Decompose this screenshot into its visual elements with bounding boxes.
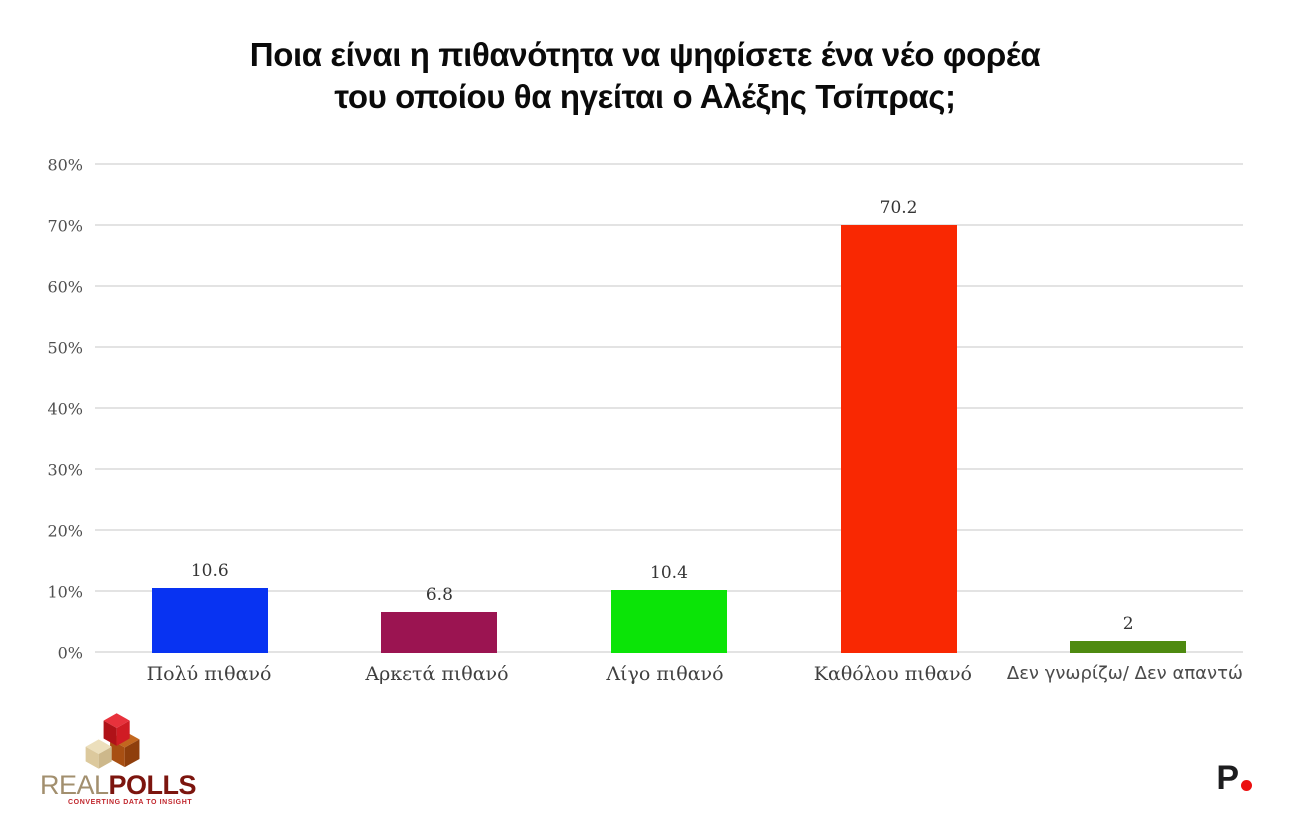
y-axis-tick-label: 50% — [47, 338, 83, 358]
realpolls-word-polls: POLLS — [108, 770, 197, 800]
bar-slot-poly-pithano: 10.6 — [95, 165, 325, 653]
realpolls-word-real: REAL — [40, 770, 109, 800]
gridline — [95, 224, 1243, 226]
category-label-ligo-pithano: Λίγο πιθανό — [606, 663, 724, 685]
p-dot-logo: P — [1216, 759, 1252, 797]
bars-row: 10.6 6.8 10.4 70.2 2 — [95, 165, 1243, 653]
category-label-katholou-pithano: Καθόλου πιθανό — [813, 663, 972, 685]
gridline — [95, 163, 1243, 165]
category-label-poly-pithano: Πολύ πιθανό — [146, 663, 272, 685]
bar-katholou-pithano: 70.2 — [840, 198, 957, 653]
realpolls-logo: REALPOLLS CONVERTING DATA TO INSIGHT — [40, 710, 197, 806]
bar-slot-arketa-pithano: 6.8 — [325, 165, 555, 653]
bar-arketa-pithano: 6.8 — [381, 585, 498, 653]
y-axis-tick-label: 70% — [47, 216, 83, 236]
bar-poly-pithano: 10.6 — [151, 561, 268, 653]
y-axis-tick-label: 60% — [47, 277, 83, 297]
bar-den-gnorizo: 2 — [1070, 614, 1187, 653]
bar-value-label: 10.4 — [650, 562, 688, 583]
y-axis-tick-label: 10% — [47, 582, 83, 602]
x-axis-category-labels: Πολύ πιθανό Αρκετά πιθανό Λίγο πιθανό Κα… — [95, 663, 1243, 685]
chart-title: Ποια είναι η πιθανότητα να ψηφίσετε ένα … — [0, 34, 1290, 118]
category-label-arketa-pithano: Αρκετά πιθανό — [365, 663, 509, 685]
realpolls-wordmark: REALPOLLS — [40, 770, 197, 800]
bar-value-label: 6.8 — [425, 584, 453, 605]
gridline — [95, 285, 1243, 287]
category-label-den-gnorizo: Δεν γνωρίζω/ Δεν απαντώ — [1006, 663, 1243, 684]
chart-title-line2: του οποίου θα ηγείται ο Αλέξης Τσίπρας; — [334, 78, 956, 115]
y-axis-tick-label: 30% — [47, 460, 83, 480]
gridline — [95, 346, 1243, 348]
bar-value-label: 2 — [1122, 613, 1134, 634]
bar-value-label: 70.2 — [879, 197, 918, 218]
red-dot-icon — [1241, 780, 1252, 791]
plot-area: 10.6 6.8 10.4 70.2 2 — [47, 156, 1243, 663]
y-axis-tick-label: 0% — [57, 643, 83, 663]
p-logo-letter: P — [1216, 759, 1239, 797]
y-axis-tick-label: 20% — [47, 521, 83, 541]
chart-title-line1: Ποια είναι η πιθανότητα να ψηφίσετε ένα … — [249, 36, 1041, 73]
gridline — [95, 529, 1243, 531]
bar-slot-ligo-pithano: 10.4 — [554, 165, 784, 653]
realpolls-tagline: CONVERTING DATA TO INSIGHT — [68, 799, 193, 806]
bar-slot-katholou-pithano: 70.2 — [784, 165, 1014, 653]
bar-ligo-pithano: 10.4 — [610, 563, 727, 653]
bar-value-label: 10.6 — [190, 561, 229, 582]
y-axis-tick-label: 80% — [47, 155, 83, 175]
gridline — [95, 468, 1243, 470]
bar-slot-den-gnorizo: 2 — [1013, 165, 1243, 653]
gridline — [95, 407, 1243, 409]
realpolls-cubes-icon — [85, 713, 140, 769]
y-axis-tick-label: 40% — [47, 399, 83, 419]
